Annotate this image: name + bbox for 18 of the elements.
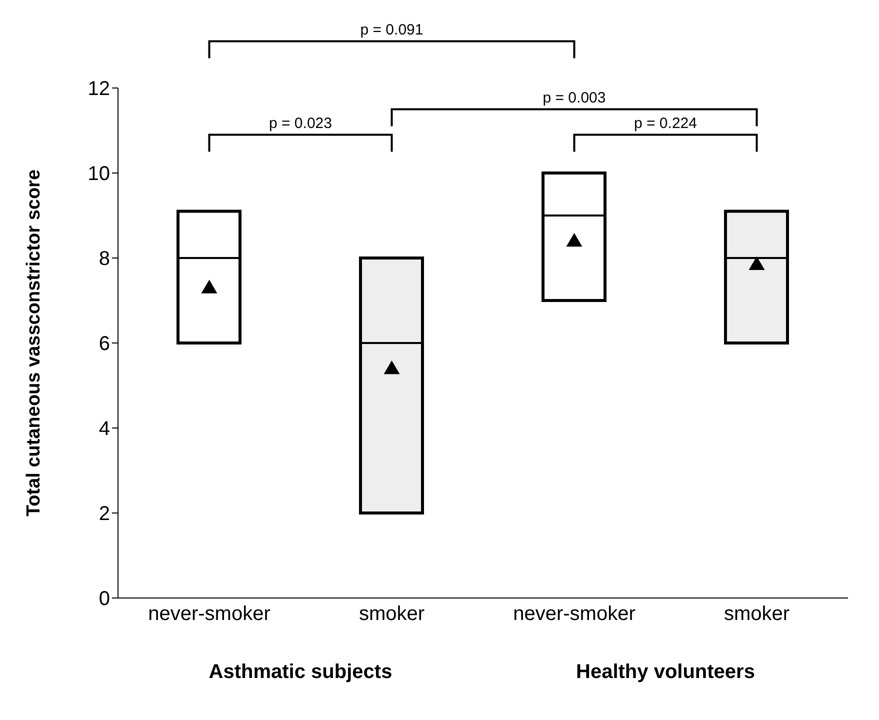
- annotation: p = 0.023: [269, 114, 332, 132]
- y-tick-label: 10: [88, 163, 110, 186]
- text: p = 0.091: [360, 21, 424, 38]
- x-tick-label: smoker: [358, 603, 425, 626]
- x-tick-label: never-smoker: [148, 603, 271, 626]
- text: Asthmatic subjects: [208, 661, 392, 683]
- annotation: p = 0.224: [634, 114, 697, 132]
- y-axis-title: Total cutaneous vassconstrictor score: [24, 169, 45, 517]
- x-tick-label: smoker: [724, 603, 790, 626]
- y-tick-label: 4: [98, 418, 110, 440]
- annotation: p = 0.003: [542, 89, 606, 106]
- y-tick-label: 6: [98, 333, 110, 356]
- y-tick-label: 0: [98, 588, 110, 610]
- y-tick-label: 8: [98, 248, 110, 270]
- y-tick-label: 12: [88, 78, 110, 100]
- x-tick-label: never-smoker: [513, 603, 636, 626]
- y-tick-label: 2: [98, 503, 110, 526]
- text: Healthy volunteers: [576, 661, 755, 683]
